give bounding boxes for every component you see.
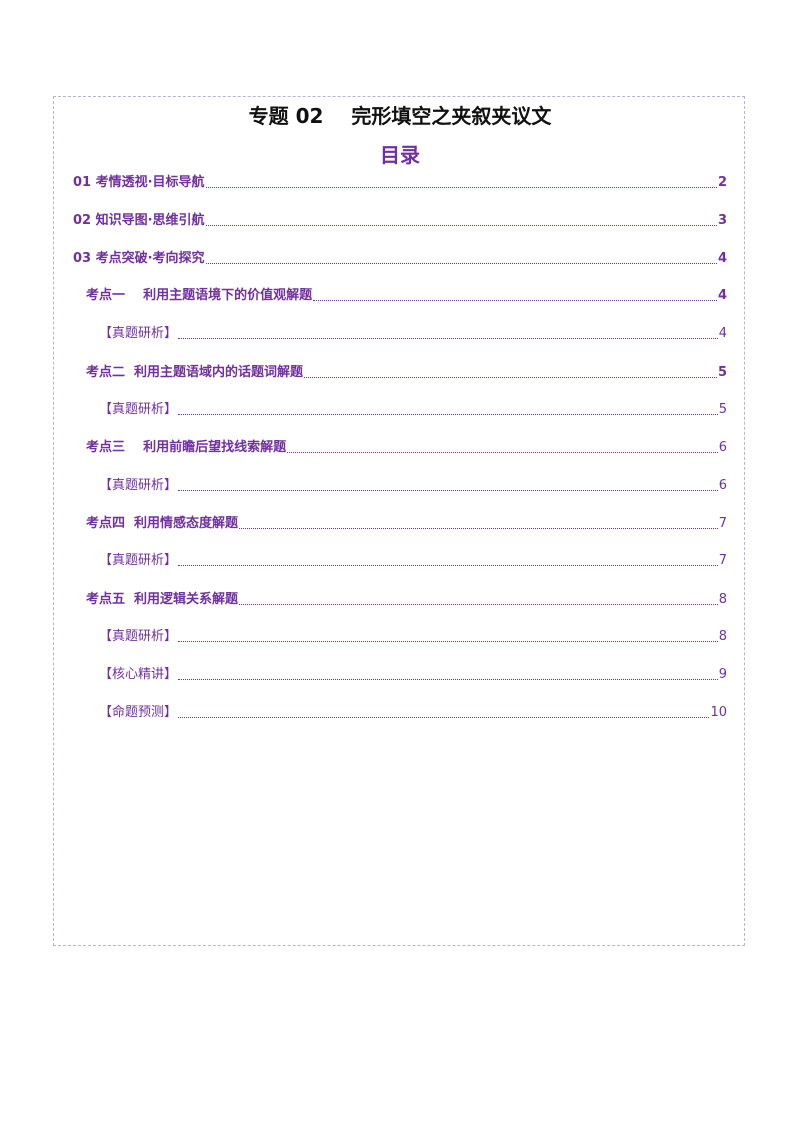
toc-leader	[178, 565, 718, 566]
toc-entry-label: 02 知识导图·思维引航	[73, 213, 205, 228]
toc-entry-label: 01 考情透视·目标导航	[73, 175, 205, 190]
toc-entry-label: 【核心精讲】	[99, 667, 178, 682]
document-title: 专题 02 完形填空之夹叙夹议文	[248, 104, 552, 128]
toc-page-number: 7	[718, 553, 727, 568]
toc-entry-label: 03 考点突破·考向探究	[73, 251, 205, 266]
toc-entry[interactable]: 考点四 利用情感态度解题 7	[86, 515, 727, 533]
toc-page-number: 4	[718, 326, 727, 341]
toc-leader	[178, 490, 718, 491]
toc-entry-label: 考点一 利用主题语境下的价值观解题	[86, 288, 313, 303]
toc-entry[interactable]: 01 考情透视·目标导航 2	[73, 174, 727, 192]
toc-entry-label: 【真题研析】	[99, 553, 178, 568]
toc-leader	[205, 225, 717, 226]
toc-leader	[239, 528, 718, 529]
toc-page-number: 6	[718, 440, 727, 455]
toc-entry-label: 考点二 利用主题语域内的话题词解题	[86, 365, 304, 380]
toc-entry[interactable]: 【真题研析】 5	[99, 401, 727, 419]
toc-entry-label: 【真题研析】	[99, 629, 178, 644]
toc-page-number: 7	[718, 516, 727, 531]
toc-page-number: 5	[717, 365, 727, 380]
toc-entry-label: 【真题研析】	[99, 326, 178, 341]
toc-leader	[205, 187, 717, 188]
toc-entry-label: 【真题研析】	[99, 478, 178, 493]
toc-leader	[205, 263, 717, 264]
toc-entry-label: 【命题预测】	[99, 705, 178, 720]
toc-leader	[178, 641, 718, 642]
page-border	[53, 96, 745, 946]
toc-page-number: 5	[718, 402, 727, 417]
toc-leader	[313, 300, 717, 301]
toc-page-number: 4	[717, 251, 727, 266]
toc-entry[interactable]: 03 考点突破·考向探究 4	[73, 250, 727, 268]
toc-page-number: 3	[717, 213, 727, 228]
toc-entry[interactable]: 【真题研析】 7	[99, 552, 727, 570]
toc-leader	[178, 679, 718, 680]
toc-entry[interactable]: 【真题研析】 8	[99, 628, 727, 646]
toc-page-number: 8	[718, 629, 727, 644]
toc-entry[interactable]: 考点二 利用主题语域内的话题词解题 5	[86, 364, 727, 382]
toc-leader	[304, 377, 717, 378]
toc-entry[interactable]: 考点五 利用逻辑关系解题 8	[86, 591, 727, 609]
toc-entry[interactable]: 【真题研析】 6	[99, 477, 727, 495]
toc-entry-label: 考点四 利用情感态度解题	[86, 516, 239, 531]
toc-leader	[178, 414, 718, 415]
toc-leader	[287, 452, 718, 453]
toc-heading: 目录	[380, 143, 420, 167]
toc-entry[interactable]: 考点三 利用前瞻后望找线索解题 6	[86, 439, 727, 457]
toc-page-number: 2	[717, 175, 727, 190]
toc-entry[interactable]: 【命题预测】 10	[99, 704, 727, 722]
toc-leader	[178, 717, 710, 718]
toc-page-number: 8	[718, 592, 727, 607]
toc-entry[interactable]: 考点一 利用主题语境下的价值观解题 4	[86, 287, 727, 305]
toc-leader	[239, 604, 718, 605]
toc-entry-label: 考点三 利用前瞻后望找线索解题	[86, 440, 287, 455]
toc-page-number: 10	[710, 705, 727, 720]
toc-leader	[178, 338, 718, 339]
toc-entry[interactable]: 【核心精讲】 9	[99, 666, 727, 684]
toc-page-number: 6	[718, 478, 727, 493]
toc-page-number: 4	[717, 288, 727, 303]
toc-entry-label: 【真题研析】	[99, 402, 178, 417]
toc-entry[interactable]: 【真题研析】 4	[99, 325, 727, 343]
toc-page-number: 9	[718, 667, 727, 682]
toc-entry[interactable]: 02 知识导图·思维引航 3	[73, 212, 727, 230]
toc-entry-label: 考点五 利用逻辑关系解题	[86, 592, 239, 607]
